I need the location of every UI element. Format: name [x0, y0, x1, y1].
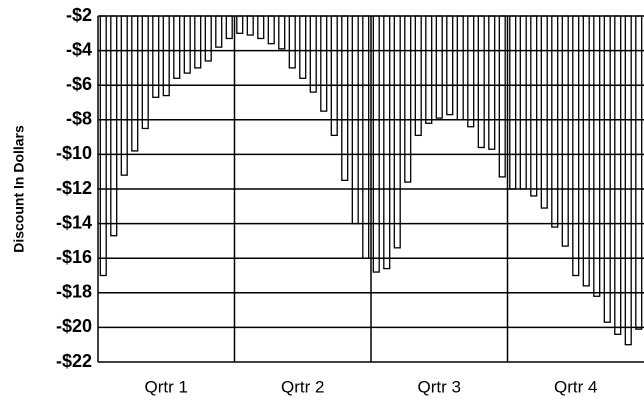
- bar: [99, 15, 107, 277]
- bar: [110, 15, 118, 237]
- bar: [498, 15, 506, 178]
- x-tick-label: Qrtr 2: [281, 377, 324, 396]
- bar: [614, 15, 622, 335]
- bar: [624, 15, 632, 346]
- bar: [341, 15, 349, 182]
- y-tick-label: -$10: [56, 143, 92, 163]
- bar: [330, 15, 338, 137]
- bar: [246, 15, 254, 36]
- y-tick-label: -$16: [56, 247, 92, 267]
- bar: [383, 15, 391, 270]
- y-tick-label: -$12: [56, 178, 92, 198]
- bar: [572, 15, 580, 277]
- x-tick-label: Qrtr 3: [418, 377, 461, 396]
- bar: [540, 15, 548, 209]
- bar: [215, 15, 223, 48]
- bar: [236, 15, 244, 34]
- bar: [530, 15, 538, 197]
- bar: [362, 15, 370, 259]
- bar: [593, 15, 601, 297]
- bar: [477, 15, 485, 149]
- bar: [446, 15, 454, 116]
- bar: [488, 15, 496, 150]
- bar: [372, 15, 380, 273]
- bar: [404, 15, 412, 183]
- bar: [120, 15, 128, 176]
- x-tick-label: Qrtr 1: [145, 377, 188, 396]
- bar: [467, 15, 475, 128]
- bar: [299, 15, 307, 79]
- y-tick-label: -$6: [66, 74, 92, 94]
- bar: [414, 15, 422, 137]
- bar: [194, 15, 202, 69]
- bar: [435, 15, 443, 119]
- bar: [141, 15, 149, 130]
- y-tick-label: -$2: [66, 5, 92, 25]
- y-axis-label: Discount In Dollars: [11, 125, 27, 253]
- bar: [173, 15, 181, 79]
- bar: [257, 15, 265, 40]
- y-tick-label: -$22: [56, 351, 92, 371]
- bar: [162, 15, 170, 97]
- bar: [603, 15, 611, 323]
- bar: [320, 15, 328, 112]
- bar: [183, 15, 191, 74]
- bar: [288, 15, 296, 69]
- bar: [225, 15, 233, 40]
- bar: [635, 15, 643, 330]
- x-tick-label: Qrtr 4: [554, 377, 597, 396]
- bar: [551, 15, 559, 228]
- bar: [456, 15, 464, 121]
- bar: [582, 15, 590, 287]
- bar: [425, 15, 433, 124]
- bar: [278, 15, 286, 50]
- bar: [204, 15, 212, 62]
- bar: [519, 15, 527, 190]
- bar: [267, 15, 275, 45]
- y-tick-label: -$14: [56, 212, 92, 232]
- y-tick-label: -$8: [66, 109, 92, 129]
- bar: [309, 15, 317, 93]
- bar: [509, 15, 517, 190]
- bar: [131, 15, 139, 152]
- y-tick-label: -$18: [56, 282, 92, 302]
- y-tick-label: -$4: [66, 39, 92, 59]
- y-tick-label: -$20: [56, 316, 92, 336]
